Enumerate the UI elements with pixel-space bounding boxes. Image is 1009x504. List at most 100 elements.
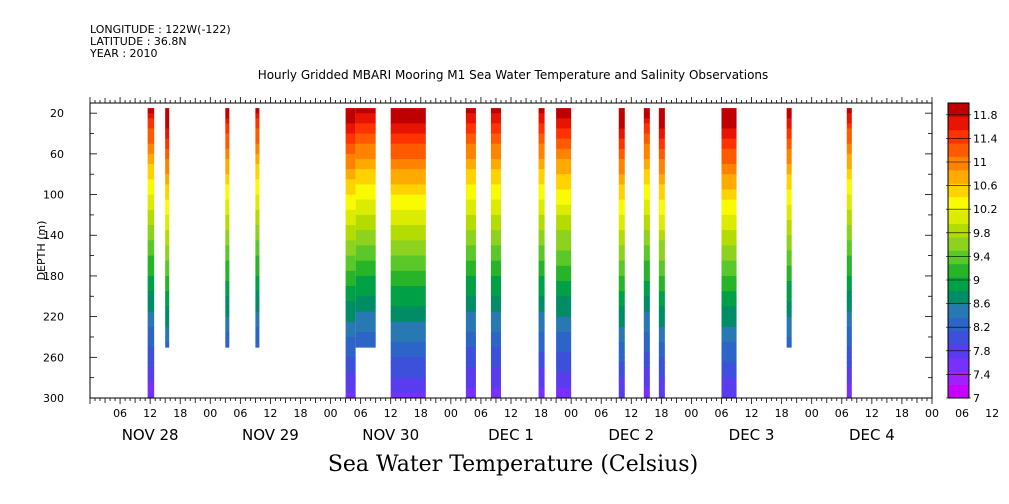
data-cell-7 — [465, 265, 476, 272]
data-cell-14 — [721, 189, 737, 196]
data-cell-1 — [165, 219, 170, 226]
data-cell-9 — [538, 209, 545, 216]
data-cell-2 — [225, 291, 230, 297]
data-cell-5 — [355, 164, 376, 170]
data-cell-6 — [390, 347, 426, 353]
x-day-label: NOV 30 — [362, 426, 419, 444]
data-cell-16 — [846, 214, 852, 221]
data-cell-11 — [618, 245, 625, 251]
data-cell-0 — [147, 225, 155, 231]
data-cell-2 — [225, 189, 230, 196]
data-cell-4 — [345, 326, 356, 333]
data-cell-9 — [538, 128, 545, 135]
data-cell-2 — [225, 326, 230, 333]
data-cell-6 — [390, 392, 426, 399]
data-cell-0 — [147, 331, 155, 338]
data-cell-12 — [643, 189, 650, 196]
data-cell-2 — [225, 174, 230, 180]
data-cell-6 — [390, 174, 426, 180]
data-cell-9 — [538, 306, 545, 313]
data-cell-12 — [643, 392, 650, 399]
data-cell-2 — [225, 275, 230, 282]
data-cell-6 — [390, 275, 426, 282]
data-cell-7 — [465, 260, 476, 267]
data-cell-4 — [345, 204, 356, 211]
data-cell-16 — [846, 352, 852, 358]
data-cell-16 — [846, 377, 852, 384]
data-cell-7 — [465, 362, 476, 368]
colorbar-tick-label: 9 — [973, 274, 980, 287]
data-cell-2 — [225, 321, 230, 328]
data-cell-6 — [390, 377, 426, 384]
data-cell-7 — [465, 311, 476, 318]
data-cell-10 — [556, 113, 572, 119]
data-cell-11 — [618, 336, 625, 343]
data-cell-0 — [147, 194, 155, 201]
data-cell-3 — [255, 113, 260, 119]
x-tick-label: 18 — [294, 407, 308, 420]
data-cell-4 — [345, 372, 356, 379]
data-cell-14 — [721, 352, 737, 358]
data-cell-14 — [721, 245, 737, 251]
data-cell-11 — [618, 331, 625, 338]
data-cell-10 — [556, 392, 572, 399]
data-cell-16 — [846, 250, 852, 257]
data-cell-12 — [643, 209, 650, 216]
colorbar-tick-label: 10.2 — [973, 203, 998, 216]
data-cell-10 — [556, 235, 572, 241]
data-cell-11 — [618, 123, 625, 129]
data-cell-13 — [658, 219, 665, 226]
data-cell-14 — [721, 169, 737, 175]
data-cell-0 — [147, 260, 155, 267]
data-cell-0 — [147, 392, 155, 399]
colorbar-tick-label: 7 — [973, 392, 980, 405]
data-cell-0 — [147, 235, 155, 241]
data-cell-13 — [658, 245, 665, 251]
data-cell-1 — [165, 204, 170, 211]
data-cell-1 — [165, 133, 170, 140]
data-cell-0 — [147, 347, 155, 353]
data-cell-7 — [465, 281, 476, 287]
data-cell-4 — [345, 352, 356, 358]
data-cell-3 — [255, 301, 260, 307]
data-cell-13 — [658, 326, 665, 333]
data-cell-1 — [165, 275, 170, 282]
data-cell-12 — [643, 169, 650, 175]
data-cell-1 — [165, 230, 170, 236]
data-cell-14 — [721, 306, 737, 313]
data-cell-12 — [643, 235, 650, 241]
data-cell-15 — [786, 286, 792, 292]
data-cell-13 — [658, 347, 665, 353]
data-cell-13 — [658, 260, 665, 267]
data-cell-13 — [658, 153, 665, 160]
data-cell-1 — [165, 240, 170, 246]
data-cell-5 — [355, 270, 376, 277]
data-cell-4 — [345, 179, 356, 185]
data-cell-7 — [465, 148, 476, 155]
data-cell-6 — [390, 148, 426, 155]
data-cell-9 — [538, 286, 545, 292]
data-cell-12 — [643, 347, 650, 353]
data-cell-4 — [345, 311, 356, 318]
data-cell-11 — [618, 169, 625, 175]
data-cell-6 — [390, 255, 426, 262]
data-cell-14 — [721, 286, 737, 292]
data-cell-0 — [147, 204, 155, 211]
colorbar-tick-label: 7.4 — [973, 368, 991, 381]
data-cell-6 — [390, 291, 426, 297]
data-cell-2 — [225, 336, 230, 343]
data-cell-16 — [846, 392, 852, 399]
y-tick-label: 60 — [50, 148, 64, 161]
data-cell-7 — [465, 118, 476, 124]
data-cell-2 — [225, 235, 230, 241]
data-cell-13 — [658, 189, 665, 196]
data-cell-9 — [538, 189, 545, 196]
data-cell-7 — [465, 275, 476, 282]
data-cell-15 — [786, 245, 792, 251]
data-cell-5 — [355, 194, 376, 201]
data-cell-7 — [465, 387, 476, 394]
data-cell-3 — [255, 270, 260, 277]
data-cell-13 — [658, 387, 665, 394]
data-cell-11 — [618, 372, 625, 379]
data-cell-1 — [165, 123, 170, 129]
